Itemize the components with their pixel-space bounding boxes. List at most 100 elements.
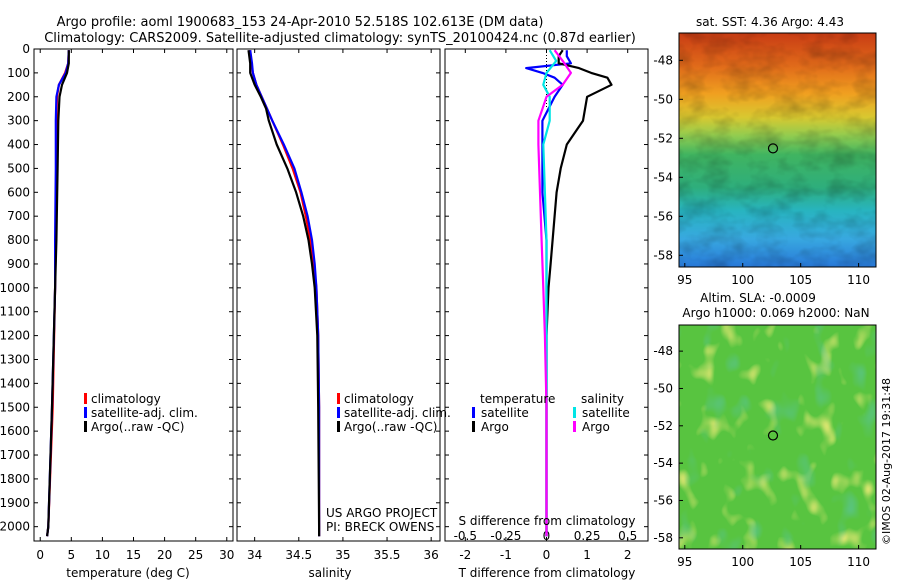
map-y-tick-label: -52 (653, 131, 673, 145)
map-x-tick-label: 110 (847, 555, 870, 569)
legend-swatch-climatology (337, 393, 340, 404)
x2-tick-label: -0.25 (490, 529, 521, 543)
x-tick-label: 2 (624, 548, 632, 562)
map-x-tick-label: 100 (731, 273, 754, 287)
y-tick-label: 800 (7, 233, 30, 247)
legend-swatch-satellite (84, 407, 87, 418)
legend-title-salinity: salinity (581, 392, 624, 406)
sst-map-frame (678, 32, 877, 268)
difference-legend: temperature salinity satellite Argo sate… (472, 392, 630, 434)
y-tick-label: 2000 (0, 520, 30, 534)
series-line-salinity-argo (537, 49, 573, 537)
y-tick-label: 700 (7, 209, 30, 223)
x-tick-label: 34 (247, 548, 262, 562)
sst-map-panel: sat. SST: 4.36 Argo: 4.43 (653, 15, 877, 287)
y-tick-label: 900 (7, 257, 30, 271)
y-tick-label: 1400 (0, 376, 30, 390)
y-tick-label: 200 (7, 90, 30, 104)
imos-watermark: ©IMOS 02-Aug-2017 19:31:48 (880, 378, 893, 545)
map-x-tick-label: 105 (789, 273, 812, 287)
map-y-tick-label: -58 (653, 531, 673, 545)
argo-location-marker (767, 430, 779, 441)
legend-label-salinity-satellite: satellite (582, 406, 630, 420)
x-tick-label: 15 (126, 548, 141, 562)
legend-swatch-climatology (84, 393, 87, 404)
sla-map-panel: Altim. SLA: -0.0009 Argo h1000: 0.069 h2… (653, 291, 877, 569)
salinity-plot-frame (236, 48, 441, 542)
y-tick-label: 1900 (0, 496, 30, 510)
legend-swatch-temperature-satellite (472, 407, 475, 418)
temperature-ticks: 0 5 10 15 20 25 300100200300400500600700800900… (0, 42, 234, 562)
sla-map-subtitle: Argo h1000: 0.069 h2000: NaN (682, 306, 869, 320)
y-tick-label: 100 (7, 66, 30, 80)
series-line-temperature-argo (545, 49, 613, 537)
title-line-1: Argo profile: aoml 1900683_153 24-Apr-20… (57, 15, 544, 30)
x2-tick-label: -0.5 (454, 529, 477, 543)
map-y-tick-label: -54 (653, 456, 673, 470)
x-tick-label: 36 (424, 548, 439, 562)
map-x-tick-label: 110 (847, 273, 870, 287)
y-tick-label: 500 (7, 161, 30, 175)
series-line-argo-raw-qc- (247, 50, 321, 537)
x-tick-label: 5 (67, 548, 75, 562)
map-y-tick-label: -56 (653, 493, 673, 507)
y-tick-label: 1800 (0, 472, 30, 486)
difference-xlabel: T difference from climatology (458, 566, 636, 580)
y-tick-label: 1100 (0, 305, 30, 319)
series-line-satellite-adj-clim- (249, 50, 321, 537)
legend-swatch-salinity-argo (573, 421, 576, 432)
argo-location-marker (767, 143, 779, 154)
x-tick-label: 0 (543, 548, 551, 562)
temperature-xlabel: temperature (deg C) (66, 566, 189, 580)
y-tick-label: 1000 (0, 281, 30, 295)
map-y-tick-label: -50 (653, 92, 673, 106)
x-tick-label: 0 (36, 548, 44, 562)
legend-swatch-argo (337, 421, 340, 432)
y-tick-label: 1600 (0, 424, 30, 438)
legend-label-salinity-argo: Argo (582, 420, 610, 434)
sla-map-title: Altim. SLA: -0.0009 (700, 291, 816, 305)
x-tick-label: -1 (500, 548, 512, 562)
x-tick-label: 10 (95, 548, 110, 562)
salinity-ticks: 34 34.5 35 35.5 36 (237, 48, 440, 562)
legend-swatch-salinity-satellite (573, 407, 576, 418)
map-y-tick-label: -52 (653, 419, 673, 433)
salinity-xlabel: salinity (308, 566, 351, 580)
map-y-tick-label: -48 (653, 53, 673, 67)
legend-swatch-satellite (337, 407, 340, 418)
x-tick-label: 35.5 (374, 548, 401, 562)
y-tick-label: 1200 (0, 329, 30, 343)
sla-map-ticks: 95 100 105 110 -48 -50 -52 -54 -56 -58 (653, 344, 870, 569)
x2-tick-label: 0.25 (574, 529, 601, 543)
x-tick-label: 1 (583, 548, 591, 562)
x-tick-label: 35 (335, 548, 350, 562)
y-tick-label: 600 (7, 185, 30, 199)
difference-series (525, 49, 613, 537)
map-x-tick-label: 100 (731, 555, 754, 569)
map-y-tick-label: -50 (653, 381, 673, 395)
legend-label-temperature-satellite: satellite (481, 406, 529, 420)
x-tick-label: 30 (219, 548, 234, 562)
project-note-line-2: PI: BRECK OWENS (326, 520, 434, 534)
legend-swatch-argo (84, 421, 87, 432)
legend-label-temperature-argo: Argo (481, 420, 509, 434)
legend-label-climatology: climatology (344, 392, 414, 406)
map-x-tick-label: 95 (677, 555, 692, 569)
salinity-panel: 34 34.5 35 35.5 36 salinity climatology sate… (236, 48, 451, 580)
x-tick-label: -2 (459, 548, 471, 562)
temperature-plot-frame (33, 48, 234, 542)
legend-title-temperature: temperature (480, 392, 555, 406)
salinity-series (247, 50, 321, 537)
series-line-salinity-satellite (542, 49, 558, 537)
temperature-panel: 0 5 10 15 20 25 300100200300400500600700800900… (0, 42, 234, 580)
x-tick-label: 20 (157, 548, 172, 562)
difference-x2label: S difference from climatology (459, 514, 636, 528)
sst-map-ticks: 95 100 105 110 -48 -50 -52 -54 -56 -58 (653, 53, 870, 287)
difference-panel: -2 -1 0 1 2-0.5 -0.25 0 0.25 0.5 T difference fr… (444, 48, 649, 580)
y-tick-label: 1500 (0, 400, 30, 414)
map-x-tick-label: 95 (677, 273, 692, 287)
map-x-tick-label: 105 (789, 555, 812, 569)
temperature-legend: climatology satellite-adj. clim. Argo(..… (84, 392, 198, 434)
series-line-argo-raw-qc- (46, 50, 70, 537)
